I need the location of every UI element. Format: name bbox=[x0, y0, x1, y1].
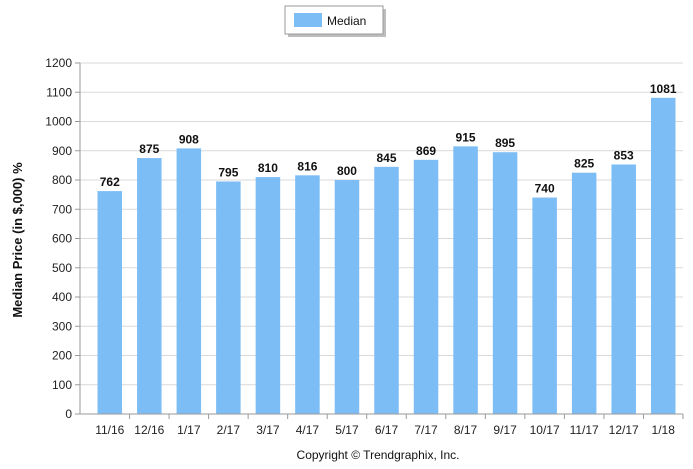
bar-5/17 bbox=[334, 180, 360, 414]
data-label-5/17: 800 bbox=[337, 164, 357, 178]
y-tick-label-900: 900 bbox=[52, 144, 72, 158]
x-tick-label-12/16: 12/16 bbox=[134, 423, 164, 437]
x-tick-label-9/17: 9/17 bbox=[493, 423, 517, 437]
y-tick-label-1100: 1100 bbox=[46, 85, 72, 99]
y-tick-label-100: 100 bbox=[52, 378, 72, 392]
y-tick-label-500: 500 bbox=[52, 261, 72, 275]
bar-11/16 bbox=[97, 191, 123, 414]
data-label-11/17: 825 bbox=[574, 157, 594, 171]
x-tick-label-5/17: 5/17 bbox=[335, 423, 359, 437]
bar-1/17 bbox=[176, 148, 202, 414]
data-label-8/17: 915 bbox=[456, 130, 476, 144]
axes bbox=[79, 63, 683, 415]
data-label-1/17: 908 bbox=[179, 132, 199, 146]
bar-12/16 bbox=[137, 158, 162, 414]
y-tick-label-400: 400 bbox=[52, 290, 72, 304]
bar-9/17 bbox=[492, 152, 518, 414]
x-tick-label-1/18: 1/18 bbox=[652, 423, 676, 437]
x-tick-label-8/17: 8/17 bbox=[454, 423, 478, 437]
bar-7/17 bbox=[413, 159, 439, 414]
x-tick-label-7/17: 7/17 bbox=[414, 423, 438, 437]
data-label-7/17: 869 bbox=[416, 144, 436, 158]
data-label-12/16: 875 bbox=[139, 142, 159, 156]
y-axis-ticks: 0 100 200 300 400 500 600 700 800 900 1000 1100 1200 bbox=[45, 56, 80, 421]
x-tick-label-6/17: 6/17 bbox=[375, 423, 399, 437]
y-tick-label-0: 0 bbox=[65, 407, 72, 421]
y-tick-label-700: 700 bbox=[52, 202, 72, 216]
legend-label-median: Median bbox=[327, 14, 366, 28]
y-axis-title: Median Price (in $,000) % bbox=[10, 162, 25, 318]
data-label-1/18: 1081 bbox=[650, 82, 677, 96]
x-tick-label-2/17: 2/17 bbox=[217, 423, 241, 437]
legend: Median bbox=[284, 5, 386, 37]
bar-11/17 bbox=[571, 172, 597, 414]
data-label-3/17: 810 bbox=[258, 161, 278, 175]
x-tick-label-11/16: 11/16 bbox=[95, 423, 124, 437]
bar-3/17 bbox=[255, 177, 281, 414]
x-tick-label-12/17: 12/17 bbox=[609, 423, 639, 437]
y-tick-label-800: 800 bbox=[52, 173, 72, 187]
bar-4/17 bbox=[295, 175, 320, 414]
data-label-9/17: 895 bbox=[495, 136, 515, 150]
data-labels: 762 875 908 795 810 816 800 845 869 915 895 740 825 8… bbox=[100, 82, 677, 196]
y-tick-label-1000: 1000 bbox=[45, 115, 72, 129]
y-tick-label-200: 200 bbox=[52, 349, 72, 363]
legend-swatch bbox=[294, 13, 322, 27]
data-label-2/17: 795 bbox=[218, 165, 238, 179]
data-label-11/16: 762 bbox=[100, 175, 120, 189]
data-label-10/17: 740 bbox=[535, 182, 555, 196]
x-tick-label-4/17: 4/17 bbox=[296, 423, 320, 437]
bar-6/17 bbox=[374, 166, 399, 414]
bar-12/17 bbox=[611, 164, 636, 414]
bars bbox=[97, 97, 676, 415]
x-tick-label-3/17: 3/17 bbox=[256, 423, 280, 437]
x-tick-label-11/17: 11/17 bbox=[570, 423, 599, 437]
data-label-6/17: 845 bbox=[376, 151, 396, 165]
x-axis-ticks: 11/16 12/16 1/17 2/17 3/17 4/17 5/17 6/17 7/17 8/… bbox=[95, 414, 684, 437]
data-label-4/17: 816 bbox=[297, 159, 317, 173]
copyright-text: Copyright © Trendgraphix, Inc. bbox=[297, 448, 460, 462]
y-tick-label-600: 600 bbox=[52, 232, 72, 246]
bar-8/17 bbox=[453, 146, 478, 415]
y-tick-label-1200: 1200 bbox=[45, 56, 72, 70]
x-tick-label-1/17: 1/17 bbox=[177, 423, 201, 437]
data-label-12/17: 853 bbox=[614, 148, 634, 162]
bar-10/17 bbox=[532, 197, 557, 414]
bar-1/18 bbox=[650, 97, 676, 415]
bar-2/17 bbox=[216, 181, 241, 414]
y-tick-label-300: 300 bbox=[52, 319, 72, 333]
x-tick-label-10/17: 10/17 bbox=[530, 423, 560, 437]
